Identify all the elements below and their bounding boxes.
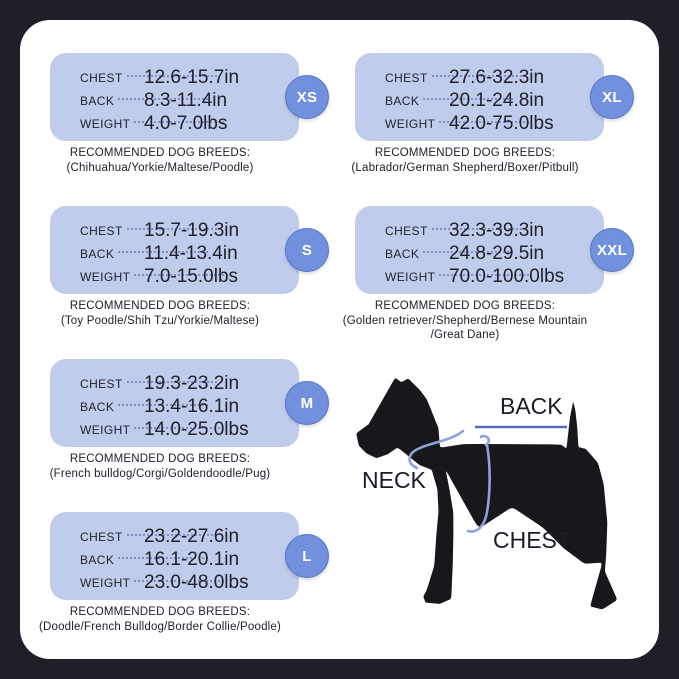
- svg-text:NECK: NECK: [362, 467, 427, 493]
- svg-text:CHEST: CHEST: [493, 527, 571, 553]
- svg-text:BACK: BACK: [500, 393, 563, 419]
